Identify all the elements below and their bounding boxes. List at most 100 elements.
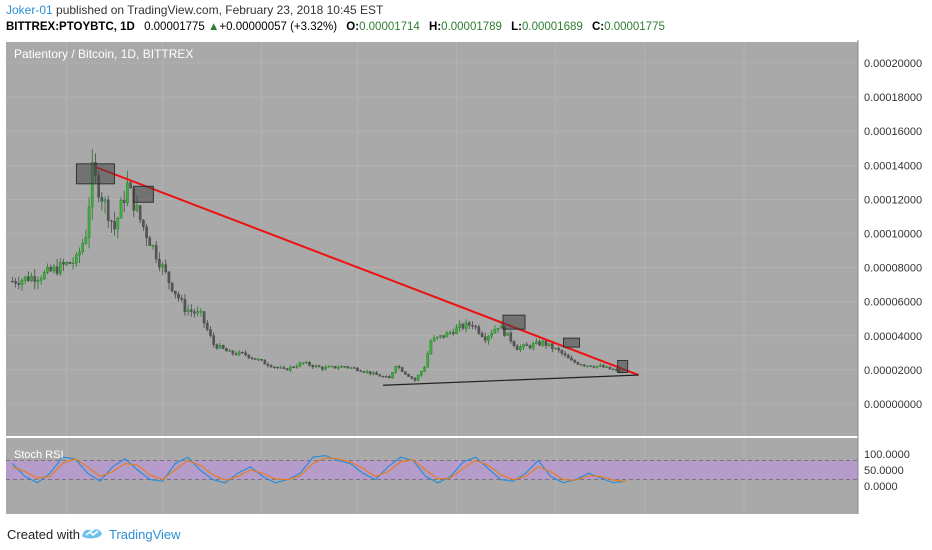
candle-body — [84, 237, 88, 244]
candle-body — [333, 365, 337, 369]
candle-body — [407, 374, 410, 377]
candle-body — [343, 366, 346, 368]
low-value: 0.00001689 — [522, 21, 583, 33]
candle-body — [295, 366, 299, 368]
candle-body — [260, 359, 263, 361]
candle-body — [231, 350, 235, 354]
candle-body — [321, 366, 324, 370]
candle-body — [535, 341, 538, 345]
candle-body — [282, 367, 286, 369]
rsi-series-d — [12, 457, 626, 483]
y-tick-label: 0.00006000 — [864, 297, 922, 309]
main-pane-bg — [6, 42, 858, 436]
candle-body — [36, 279, 40, 282]
open-label: O: — [346, 21, 360, 33]
candle-body — [167, 271, 171, 283]
candle-body — [372, 372, 375, 375]
candle-body — [14, 281, 17, 284]
candle-body — [455, 327, 458, 335]
rsi-tick-label: 0.0000 — [864, 481, 898, 493]
candle-body — [410, 376, 414, 379]
candle-body — [608, 366, 612, 370]
candle-body — [308, 362, 311, 366]
candle-body — [592, 366, 596, 368]
candle-body — [164, 264, 168, 273]
candle-body — [490, 333, 493, 337]
candle-body — [327, 366, 330, 368]
candle-body — [432, 337, 436, 342]
candle-body — [611, 368, 615, 371]
candle-body — [563, 353, 567, 356]
created-with-label: Created with — [7, 527, 80, 542]
candle-body — [538, 341, 541, 346]
candle-body — [362, 371, 366, 373]
candle-body — [439, 335, 442, 338]
rsi-title: Stoch RSI — [14, 449, 64, 461]
candle-body — [579, 364, 583, 366]
y-tick-label: 0.00002000 — [864, 365, 922, 377]
candle-body — [605, 366, 608, 368]
candle-body — [496, 327, 500, 330]
candle-body — [212, 335, 215, 345]
candle-body — [273, 366, 276, 368]
candle-body — [49, 267, 53, 272]
candle-body — [311, 365, 315, 368]
candle-body — [279, 367, 283, 369]
candle-body — [506, 332, 509, 336]
candle-body — [586, 365, 589, 367]
candle-body — [199, 311, 203, 313]
y-tick-label: 0.00012000 — [864, 194, 922, 206]
candle-body — [285, 368, 289, 371]
candle-body — [499, 326, 503, 329]
candle-body — [174, 290, 177, 295]
author-link[interactable]: Joker-01 — [6, 3, 53, 17]
candle-body — [381, 376, 385, 378]
tradingview-brand[interactable]: TradingView — [109, 527, 181, 542]
candle-body — [384, 376, 388, 378]
resistance-trendline — [95, 166, 639, 376]
symbol-label: BITTREX:PTOYBTC, 1D — [6, 21, 135, 33]
candle-body — [71, 262, 75, 265]
last-price: 0.00001775 — [144, 21, 205, 33]
candle-body — [551, 343, 554, 349]
candle-body — [560, 349, 564, 354]
candle-body — [52, 266, 56, 272]
candle-body — [442, 335, 446, 338]
y-tick-label: 0.00016000 — [864, 126, 922, 138]
candle-body — [570, 357, 573, 361]
candle-body — [576, 362, 580, 365]
candle-body — [314, 365, 318, 368]
candle-body — [423, 367, 426, 372]
candle-body — [416, 374, 420, 381]
candle-body — [324, 366, 327, 370]
chart-svg[interactable]: 0.00020000 0.00018000 0.00016000 0.00014000… — [0, 40, 932, 530]
high-label: H: — [429, 21, 442, 33]
candle-body — [429, 340, 433, 355]
rsi-series-k — [11, 454, 626, 484]
candle-body — [480, 333, 484, 337]
candle-body — [90, 162, 94, 208]
candle-body — [317, 365, 321, 368]
candle-body — [305, 362, 308, 364]
candle-body — [59, 262, 62, 274]
candle-body — [257, 359, 260, 361]
candle-body — [394, 366, 398, 373]
candle-body — [301, 362, 305, 364]
candle-body — [17, 283, 21, 285]
candle-body — [74, 254, 78, 264]
chart-area[interactable]: 0.00020000 0.00018000 0.00016000 0.00014000… — [0, 40, 932, 530]
candle-body — [426, 353, 430, 368]
candle-body — [276, 366, 279, 369]
support-trendline — [382, 374, 639, 386]
candle-body — [531, 343, 535, 349]
candle-body — [218, 345, 222, 349]
candle-body — [292, 366, 295, 368]
candle-body — [78, 251, 81, 256]
y-tick-label: 0.00010000 — [864, 229, 922, 241]
tradingview-logo-icon — [82, 529, 102, 539]
candle-body — [43, 272, 46, 279]
candle-body — [215, 344, 219, 349]
candle-body — [400, 367, 404, 372]
published-text: published on TradingView.com, February 2… — [52, 3, 384, 17]
candle-body — [445, 332, 449, 338]
